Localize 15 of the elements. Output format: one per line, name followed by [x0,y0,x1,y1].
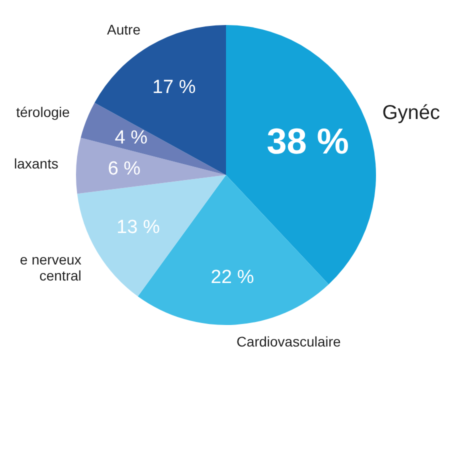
slice-label: térologie [16,104,70,120]
data-label: 22 % [210,266,254,288]
data-label: 13 % [116,216,160,238]
pie-slice [94,25,226,175]
data-label: 17 % [152,77,196,98]
slice-label: Gynéc [382,102,440,124]
data-label: 6 % [108,158,141,180]
slice-label: laxants [14,155,58,172]
pie-slice [80,102,226,175]
data-label: 38 % [266,120,349,162]
slice-label: Cardiovasculaire [236,334,342,350]
slice-label: e nerveux central [20,252,82,284]
data-label: 4 % [114,127,148,148]
pie-slice [138,175,329,325]
slice-label: Autre [107,21,141,38]
